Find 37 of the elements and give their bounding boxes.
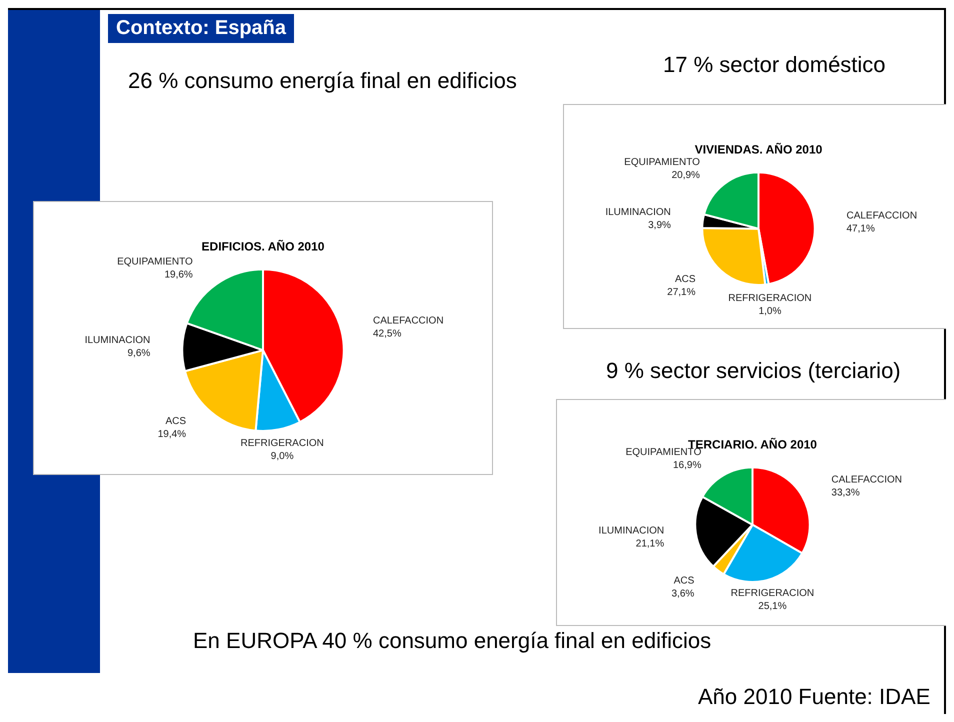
text: Contexto: España — [108, 14, 294, 43]
chart-title: VIVIENDAS. AÑO 2010 — [694, 142, 823, 157]
data-label: 21,1% — [636, 538, 664, 550]
data-label: 20,9% — [672, 170, 700, 182]
slice-label: ILUMINACION — [84, 334, 150, 346]
text: Año 2010 Fuente: IDAE — [698, 684, 930, 710]
data-label: 42,5% — [372, 328, 402, 340]
slice-label: EQUIPAMIENTO — [624, 157, 700, 168]
data-label: 27,1% — [667, 287, 696, 298]
slice-label: REFRIGERACION — [728, 292, 812, 304]
data-label: 19,4% — [158, 429, 186, 440]
data-label: 25,1% — [758, 601, 787, 612]
slice-label: CALEFACCION — [372, 315, 444, 326]
data-label: 16,9% — [673, 460, 702, 471]
text: 17 % sector doméstico — [663, 52, 886, 78]
data-label: 19,6% — [164, 270, 193, 281]
slice-label: ILUMINACION — [598, 525, 664, 536]
data-label: 33,3% — [831, 488, 860, 499]
data-label: 1,0% — [758, 306, 782, 317]
text: 26 % consumo energía final en edificios — [128, 68, 517, 94]
slice-label: REFRIGERACION — [730, 588, 814, 600]
text: 9 % sector servicios (terciario) — [606, 358, 901, 384]
slice-label: ACS — [674, 575, 695, 586]
data-label: 9,0% — [270, 450, 294, 462]
data-label: 3,6% — [671, 588, 694, 600]
slice-label: ACS — [674, 274, 696, 286]
slice-label: CALEFACCION — [846, 210, 918, 222]
slice-label: CALEFACCION — [831, 474, 902, 486]
chart-title: EDIFICIOS. AÑO 2010 — [202, 240, 325, 254]
text: En EUROPA 40 % consumo energía final en edificios — [193, 628, 712, 654]
data-label: 3,9% — [648, 220, 671, 232]
slice-label: EQUIPAMIENTO — [117, 256, 194, 268]
data-label: 47,1% — [846, 224, 875, 235]
slice-label: ILUMINACION — [605, 207, 671, 218]
data-label: 9,6% — [127, 348, 150, 359]
slice-label: ACS — [166, 416, 186, 428]
slice-label: REFRIGERACION — [240, 438, 324, 449]
